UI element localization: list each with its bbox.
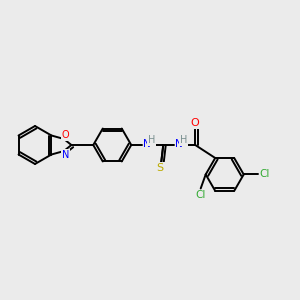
Text: Cl: Cl — [260, 169, 270, 179]
Text: S: S — [157, 163, 164, 173]
Text: N: N — [176, 139, 183, 149]
Text: O: O — [61, 130, 69, 140]
Text: Cl: Cl — [196, 190, 206, 200]
Text: O: O — [190, 118, 199, 128]
Text: H: H — [180, 135, 187, 145]
Text: N: N — [143, 139, 151, 149]
Text: H: H — [148, 135, 155, 145]
Text: N: N — [61, 150, 69, 160]
